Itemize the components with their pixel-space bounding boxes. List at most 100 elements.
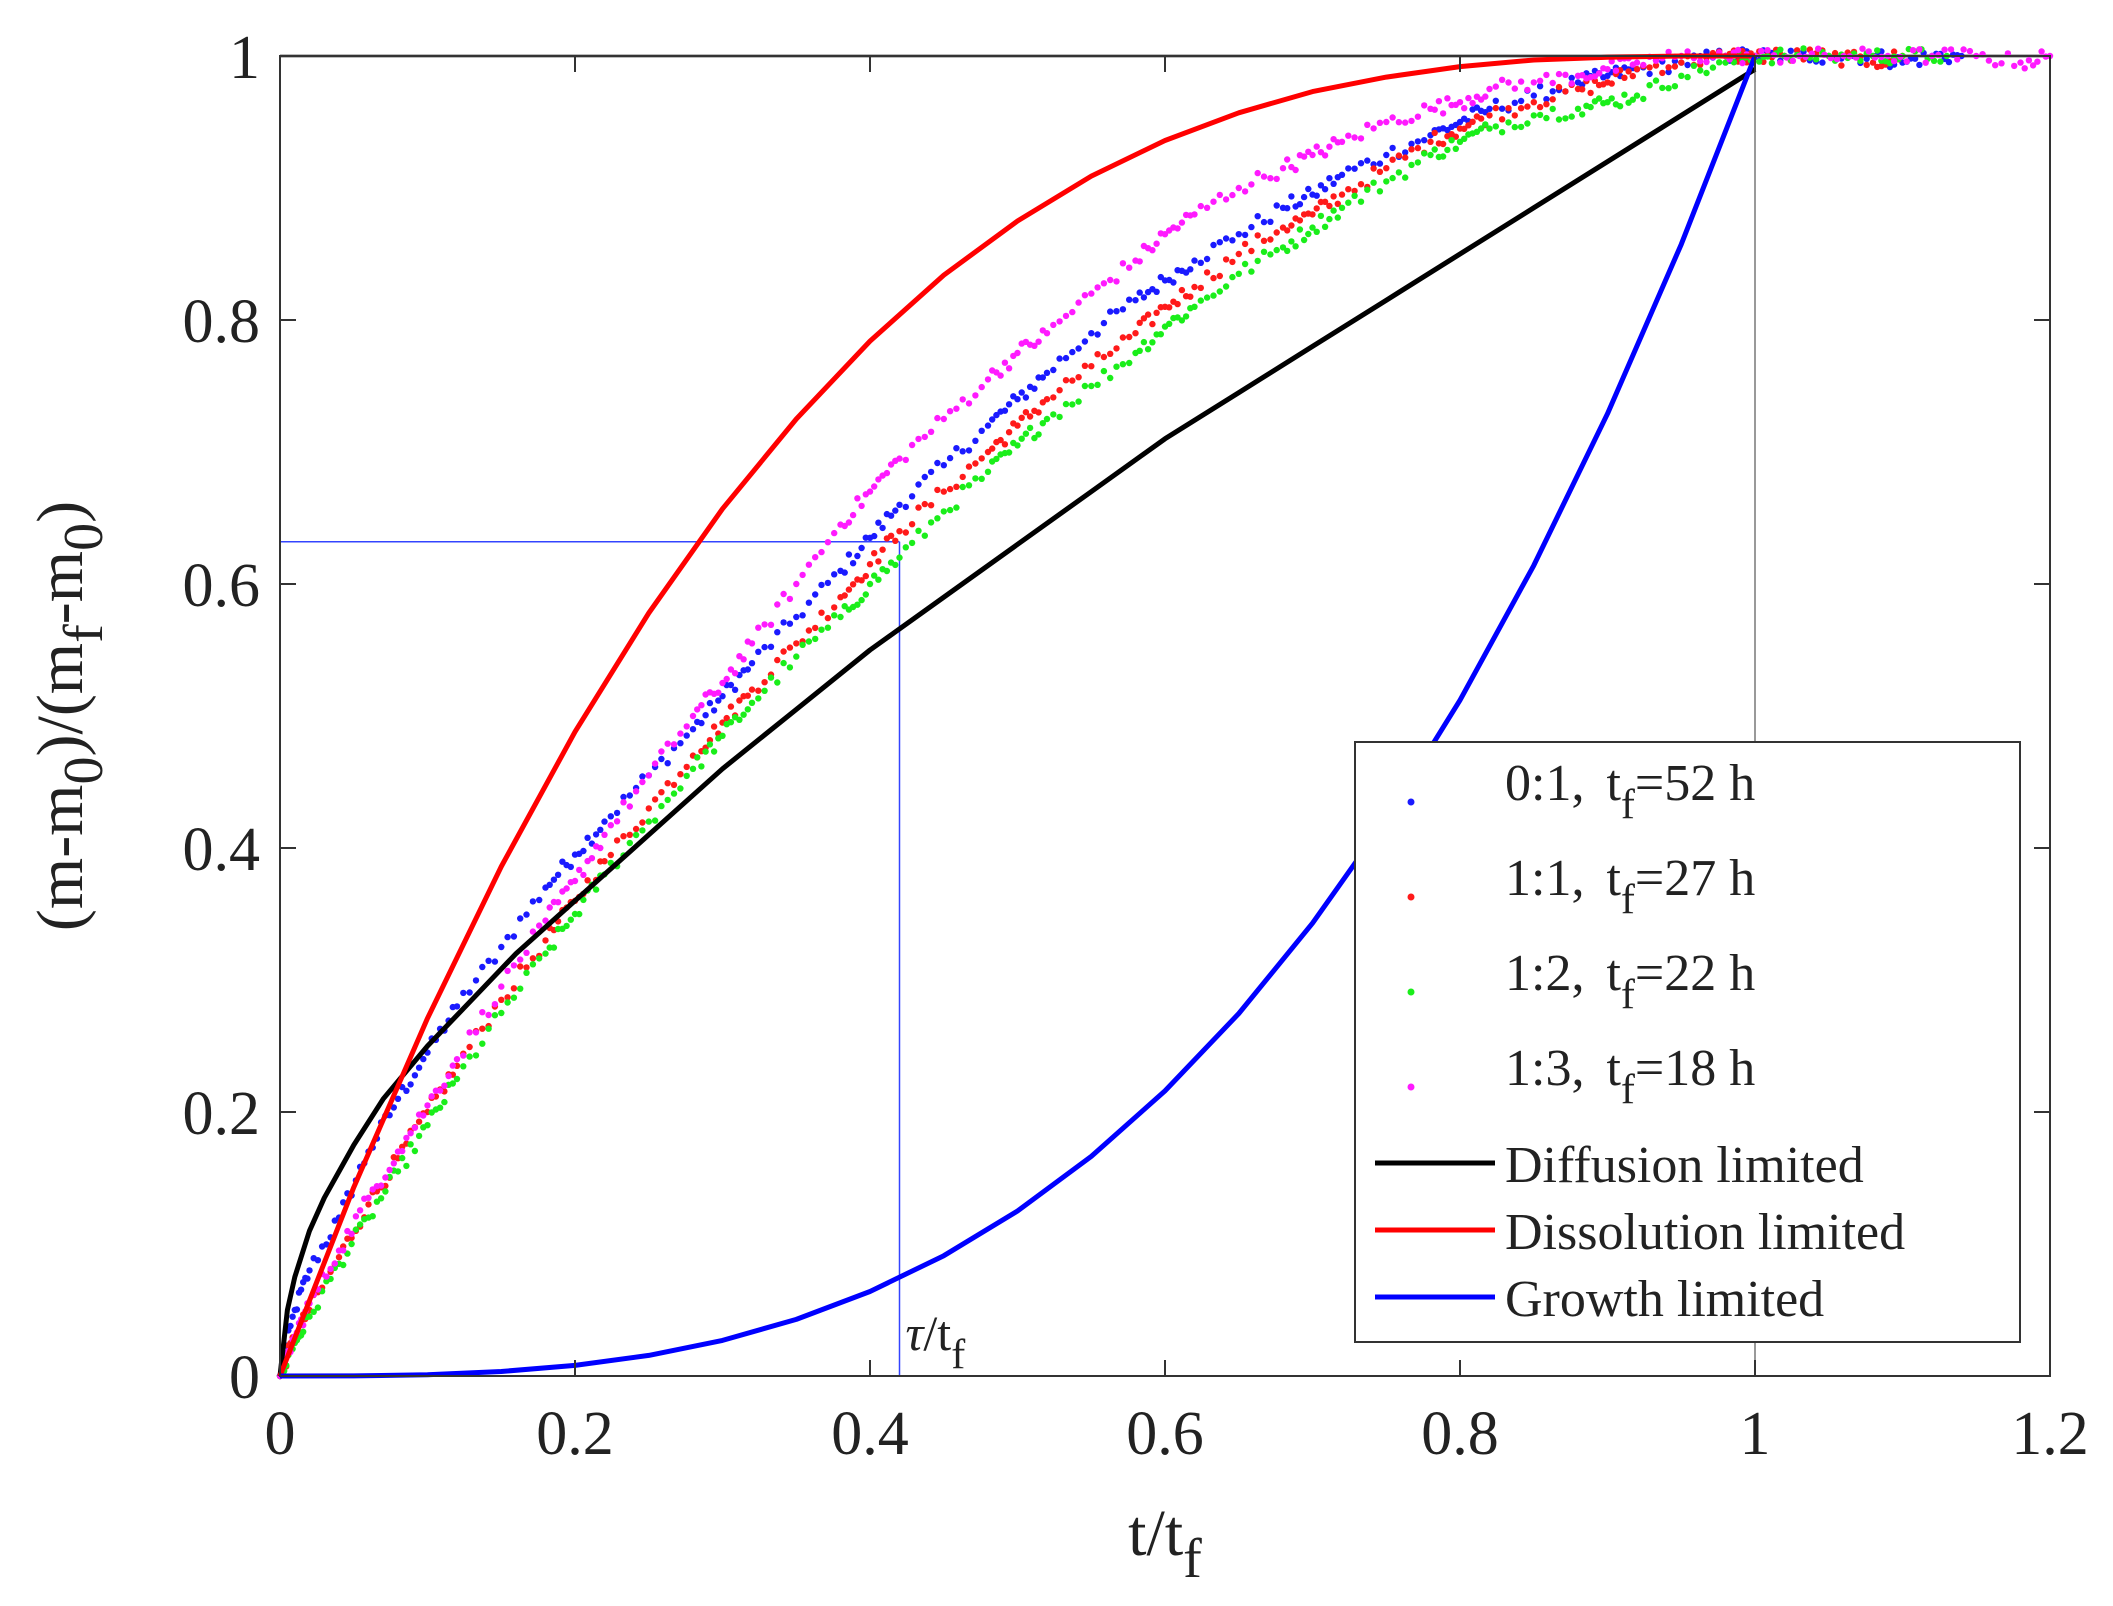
data-point [1793, 47, 1801, 54]
data-point [1768, 60, 1776, 67]
data-point [1170, 279, 1177, 286]
data-point [793, 640, 800, 647]
data-point [1149, 339, 1156, 346]
data-point [445, 1072, 452, 1080]
data-point [1511, 99, 1519, 107]
legend-value: =27 h [1635, 850, 1755, 907]
data-point [946, 485, 954, 493]
data-point [1633, 59, 1641, 66]
x-tick-label: 0.4 [831, 1400, 909, 1468]
data-point [626, 839, 633, 847]
data-point [698, 719, 705, 727]
tau-annotation: τ/tf [906, 1305, 966, 1378]
data-point [523, 964, 530, 971]
data-point [1530, 79, 1538, 86]
data-point [1229, 258, 1236, 266]
data-point [1543, 114, 1550, 122]
x-axis-label: t/tf [1128, 1497, 1202, 1590]
data-point [449, 1062, 456, 1069]
data-point [883, 567, 891, 575]
data-point [536, 955, 543, 962]
data-point [390, 1104, 397, 1111]
data-point [1326, 202, 1333, 210]
data-point [411, 1147, 419, 1155]
data-point [664, 740, 671, 747]
data-point [727, 703, 735, 710]
data-point [1383, 178, 1390, 185]
data-point [365, 1201, 372, 1208]
data-point [424, 1102, 431, 1109]
data-point [1338, 191, 1346, 198]
data-point [1056, 355, 1063, 362]
data-point [1402, 174, 1409, 181]
data-point [386, 1166, 393, 1174]
data-point [1678, 72, 1685, 80]
data-point [1018, 414, 1025, 421]
data-point [1119, 306, 1127, 313]
data-point [1389, 114, 1396, 121]
data-point [761, 679, 768, 686]
data-point [472, 1029, 480, 1036]
data-point [403, 1134, 410, 1142]
data-point [1126, 296, 1133, 303]
data-point [1427, 138, 1434, 145]
data-point [1216, 272, 1224, 280]
data-point [774, 601, 781, 608]
data-point [1697, 58, 1704, 65]
data-point [466, 1043, 473, 1051]
data-point [510, 985, 518, 992]
data-point [780, 648, 787, 655]
data-point [740, 656, 747, 663]
data-point [1273, 246, 1280, 254]
data-point [517, 915, 524, 922]
data-point [1149, 247, 1156, 254]
data-point [1069, 377, 1076, 384]
data-point [331, 1260, 338, 1267]
data-point [1543, 96, 1550, 103]
data-point [1389, 174, 1396, 182]
data-point [1549, 88, 1556, 95]
data-point [1140, 338, 1148, 346]
data-point [1305, 230, 1312, 238]
data-point [723, 675, 730, 683]
data-point [1284, 205, 1291, 212]
data-point [1383, 118, 1390, 126]
data-point [1222, 235, 1230, 242]
data-point [536, 922, 543, 929]
data-point [841, 569, 848, 576]
data-point [1530, 99, 1538, 106]
data-point [1144, 311, 1152, 318]
data-point [1191, 303, 1198, 310]
data-point [892, 537, 899, 544]
data-point [1414, 144, 1422, 152]
data-point [1524, 120, 1531, 127]
data-point [529, 898, 537, 905]
data-point [1498, 116, 1506, 123]
data-point [1960, 46, 1967, 53]
data-point [314, 1257, 322, 1264]
legend-t-sub: f [1621, 782, 1635, 828]
data-point [1517, 97, 1525, 105]
data-point [1081, 338, 1089, 345]
data-point [818, 581, 825, 589]
data-point [510, 962, 518, 969]
data-point [1954, 56, 1961, 63]
data-point [1174, 300, 1181, 308]
data-point [1448, 137, 1455, 144]
data-point [491, 1001, 499, 1008]
data-point [479, 1025, 486, 1032]
scatter-series-layer [276, 45, 2054, 1380]
data-point [1178, 286, 1186, 294]
data-point [1402, 119, 1409, 126]
data-point [793, 653, 800, 660]
data-point [436, 1104, 444, 1111]
data-point [293, 1306, 301, 1313]
data-point [887, 461, 895, 468]
data-point [306, 1313, 313, 1320]
y-tick-label: 0.4 [183, 816, 261, 884]
data-point [1100, 367, 1108, 375]
data-point [1191, 283, 1198, 291]
data-point [1260, 218, 1268, 226]
data-point [1222, 283, 1230, 290]
data-point [683, 763, 690, 771]
